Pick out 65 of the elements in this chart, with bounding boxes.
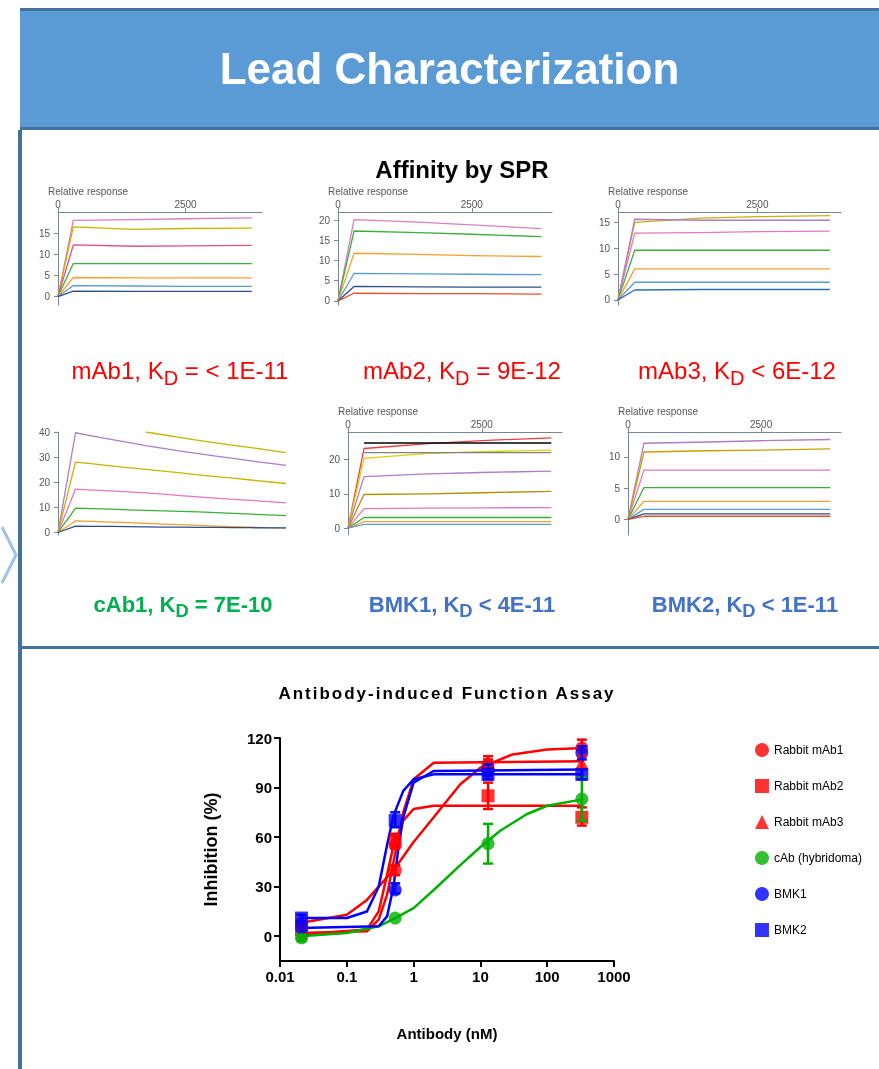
y-tick-label: 90 (255, 779, 272, 797)
y-tick-label: 10 (608, 451, 621, 463)
x-tick-label: 2500 (460, 198, 484, 210)
y-tick-label: 0 (44, 291, 51, 303)
legend-label: Rabbit mAb2 (773, 779, 844, 793)
y-tick-label: 20 (328, 453, 341, 465)
x-tick-label: 2500 (750, 418, 773, 430)
y-tick-label: 5 (604, 268, 611, 280)
y-tick-label: 10 (328, 488, 341, 500)
text: mAb1, K$_{D}$ = < 1E-11 (71, 357, 289, 390)
y-tick-label: 0 (614, 513, 621, 525)
x-tick-label: 0 (625, 418, 632, 430)
y-tick-label: 10 (598, 242, 611, 254)
text: mAb2, K$_{D}$ = 9E-12 (363, 357, 561, 390)
text: cAb1, K$_{D}$ = 7E-10 (93, 592, 273, 623)
x-tick-label: 0 (345, 418, 352, 430)
chart-title: Antibody-induced Function Assay (278, 684, 616, 704)
x-axis-title: Antibody (nM) (396, 1025, 498, 1042)
x-tick-label: 100 (534, 968, 560, 985)
y-tick-label: 15 (38, 227, 51, 239)
x-tick-label: 1 (409, 968, 418, 985)
x-tick-label: 10 (472, 968, 489, 985)
legend-label: BMK1 (773, 887, 807, 901)
y-tick-label: 20 (318, 214, 331, 226)
y-tick-label: 40 (38, 426, 51, 438)
x-tick-label: 1000 (597, 968, 631, 985)
text: BMK1, K$_{D}$ < 4E-11 (368, 592, 556, 623)
y-tick-label: 30 (255, 878, 272, 896)
chart-subtitle: Affinity by SPR (375, 156, 549, 184)
y-axis-title: Relative response (338, 405, 419, 417)
x-tick-label: 0.01 (265, 968, 295, 985)
y-axis-title: Relative response (608, 185, 689, 197)
x-tick-label: 2500 (470, 418, 494, 430)
text: BMK2, K$_{D}$ < 1E-11 (651, 592, 839, 623)
y-tick-label: 60 (255, 828, 272, 846)
y-tick-label: 0 (324, 295, 331, 307)
y-tick-label: 5 (324, 275, 331, 287)
y-tick-label: 10 (318, 255, 331, 267)
legend-label: Rabbit mAb1 (773, 743, 844, 757)
y-tick-label: 15 (598, 216, 611, 228)
y-tick-label: 15 (318, 234, 331, 246)
y-tick-label: 0 (44, 526, 51, 538)
x-tick-label: 0.1 (336, 968, 358, 985)
x-tick-label: 2500 (174, 198, 198, 210)
chart-title: Lead Characterization (20, 8, 879, 130)
y-tick-label: 5 (44, 269, 51, 281)
y-axis-title: Relative response (618, 405, 699, 417)
y-tick-label: 0 (263, 927, 272, 945)
y-tick-label: 20 (38, 476, 51, 488)
y-tick-label: 120 (246, 729, 272, 747)
x-tick-label: 2500 (746, 198, 769, 210)
text: mAb3, K$_{D}$ < 6E-12 (638, 357, 836, 390)
legend-label: cAb (hybridoma) (773, 851, 862, 865)
legend-label: Rabbit mAb3 (773, 815, 844, 829)
y-tick-label: 30 (38, 451, 51, 463)
y-tick-label: 5 (614, 482, 621, 494)
y-tick-label: 10 (38, 248, 51, 260)
y-tick-label: 0 (604, 294, 611, 306)
y-axis-title: Relative response (48, 185, 129, 197)
y-tick-label: 0 (334, 522, 341, 534)
y-axis-title: Inhibition (%) (201, 792, 221, 907)
legend-label: BMK2 (773, 923, 807, 937)
x-tick-label: 0 (55, 198, 62, 210)
y-tick-label: 10 (38, 501, 51, 513)
y-axis-title: Relative response (328, 185, 409, 197)
